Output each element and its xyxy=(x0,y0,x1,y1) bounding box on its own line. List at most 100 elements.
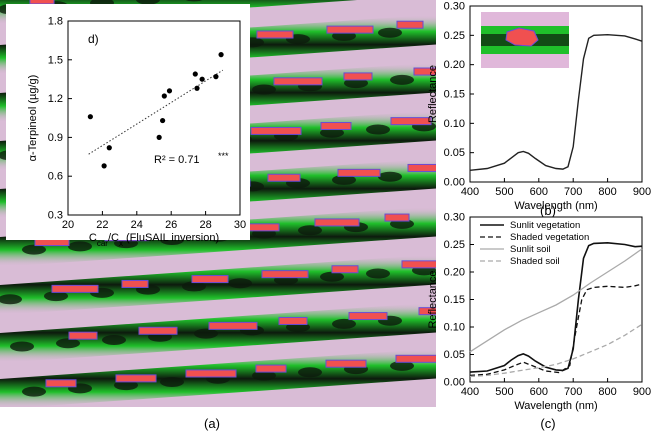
x-axis-label-part: /C xyxy=(108,232,119,244)
canopy-patch xyxy=(22,386,46,397)
canopy-patch xyxy=(366,268,390,279)
y-tick-label: 0.15 xyxy=(444,89,465,101)
y-tick-label: 0.25 xyxy=(444,239,465,251)
sunlit-vegetation-patch xyxy=(390,117,432,126)
canopy-patch xyxy=(366,124,390,135)
y-tick-label: 0.20 xyxy=(444,267,465,279)
legend-label: Sunlit vegetation xyxy=(510,220,580,231)
y-tick-label: 1.5 xyxy=(48,54,63,66)
x-tick-label: 500 xyxy=(495,186,513,198)
y-tick-label: 0.00 xyxy=(444,377,465,389)
sunlit-vegetation-patch xyxy=(115,374,157,383)
y-axis-label: Reflectance xyxy=(427,65,439,123)
sunlit-vegetation-patch xyxy=(267,173,301,182)
sunlit-vegetation-patch xyxy=(337,168,381,177)
pixel-inset xyxy=(481,12,569,68)
x-axis-label-part: (FluSAIL inversion) xyxy=(123,232,219,244)
sunlit-vegetation-patch xyxy=(185,369,237,378)
scatter-point xyxy=(156,134,162,140)
x-tick-label: 600 xyxy=(530,186,548,198)
y-tick-label: 0.30 xyxy=(444,1,465,13)
y-tick-label: 0.05 xyxy=(444,147,465,159)
sunlit-vegetation-patch xyxy=(278,316,308,325)
x-tick-label: 900 xyxy=(633,186,651,198)
plot-frame xyxy=(67,20,241,216)
canopy-patch xyxy=(298,225,322,236)
x-axis-label: Wavelength (nm) xyxy=(514,400,597,412)
scatter-point xyxy=(160,117,166,124)
canopy-patch xyxy=(182,281,206,292)
x-tick-label: 800 xyxy=(598,186,616,198)
scatter-point xyxy=(161,93,167,99)
y-tick-label: 0.9 xyxy=(48,132,63,144)
legend-label: Shaded soil xyxy=(510,256,560,267)
scatter-chart: 20 22 24 26 28 30 0.3 0.6 0.9 1.2 1.5 1.8 d) R² = 0.7… xyxy=(27,16,246,248)
legend-label: Shaded vegetation xyxy=(510,232,589,243)
x-axis-label: Wavelength (nm) xyxy=(514,200,597,212)
panel-label-b: (b) xyxy=(540,203,556,218)
x-tick-label: 30 xyxy=(234,219,246,231)
x-axis-label-part: C xyxy=(89,232,97,244)
scatter-inset-background xyxy=(6,4,250,240)
y-tick-label: 0.30 xyxy=(444,212,465,224)
pixel-inset-selection xyxy=(505,27,539,47)
legend-label: Sunlit soil xyxy=(510,244,551,255)
canopy-patch xyxy=(114,380,138,391)
canopy-patch xyxy=(344,78,368,89)
canopy-patch xyxy=(160,376,184,387)
x-axis-label-subscript: car xyxy=(97,239,108,248)
scatter-point xyxy=(213,74,219,80)
sunlit-vegetation-patch xyxy=(343,72,373,81)
canopy-patch xyxy=(332,318,356,329)
y-tick-label: 0.00 xyxy=(444,177,465,189)
x-tick-label: 400 xyxy=(461,186,479,198)
reflectance-chart-c: 400 500 600 700 800 900 0.00 0.05 0.10 0.15 0.20 0.… xyxy=(427,212,651,413)
series-line xyxy=(469,33,643,171)
y-axis-label: α-Terpineol (µg/g) xyxy=(27,75,39,162)
y-tick-label: 0.10 xyxy=(444,322,465,334)
scatter-point xyxy=(218,52,224,58)
sunlit-vegetation-patch xyxy=(250,126,302,135)
sunlit-vegetation-patch xyxy=(395,354,436,363)
x-tick-label: 24 xyxy=(131,219,143,231)
sunlit-vegetation-patch xyxy=(413,67,436,76)
canopy-patch xyxy=(378,27,402,38)
canopy-patch xyxy=(136,0,160,5)
y-tick-label: 0.20 xyxy=(444,59,465,71)
sunlit-vegetation-patch xyxy=(384,213,410,222)
canopy-patch xyxy=(252,370,276,381)
sunlit-vegetation-patch xyxy=(255,364,287,373)
canopy-patch xyxy=(185,0,203,2)
sunlit-vegetation-patch xyxy=(396,20,424,29)
canopy-patch xyxy=(390,360,414,371)
x-tick-label: 700 xyxy=(564,386,582,398)
sunlit-vegetation-patch xyxy=(208,321,258,330)
canopy-patch xyxy=(298,367,322,378)
canopy-patch xyxy=(0,294,22,305)
sunlit-vegetation-patch xyxy=(326,25,374,34)
scatter-point xyxy=(192,71,198,77)
canopy-patch xyxy=(320,127,344,138)
series-line xyxy=(469,323,643,378)
crop-row xyxy=(0,302,436,363)
panel-label-a: (a) xyxy=(204,416,220,431)
sunlit-vegetation-patch xyxy=(121,279,149,288)
canopy-patch xyxy=(22,244,46,255)
significance-stars: *** xyxy=(218,151,229,161)
sunlit-vegetation-patch xyxy=(261,270,309,279)
scatter-point xyxy=(199,76,205,82)
x-axis-label: Ccar/Cx (FluSAIL inversion) xyxy=(89,232,219,248)
canopy-patch xyxy=(252,84,276,95)
y-tick-label: 0.3 xyxy=(48,210,63,222)
canopy-patch xyxy=(378,171,402,182)
sunlit-vegetation-patch xyxy=(407,163,436,172)
x-tick-label: 22 xyxy=(96,219,108,231)
sunlit-vegetation-patch xyxy=(138,326,178,335)
y-tick-label: 1.8 xyxy=(48,16,63,28)
sunlit-vegetation-patch xyxy=(244,223,280,232)
sunlit-vegetation-patch xyxy=(191,275,229,284)
canopy-patch xyxy=(68,241,92,252)
crop-row xyxy=(0,254,436,315)
x-tick-label: 26 xyxy=(165,219,177,231)
x-axis-label-subscript: x xyxy=(119,239,123,248)
